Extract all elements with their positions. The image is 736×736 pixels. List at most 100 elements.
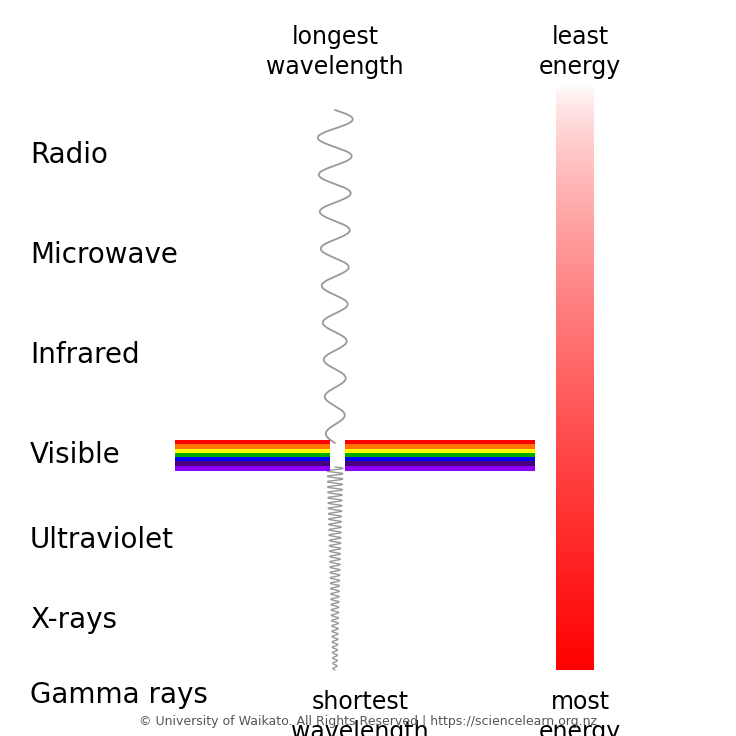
- Bar: [556, 398, 594, 400]
- Bar: [556, 667, 594, 668]
- Bar: [556, 490, 594, 492]
- Bar: [556, 407, 594, 408]
- Bar: [556, 342, 594, 344]
- Bar: [556, 113, 594, 114]
- Bar: [556, 350, 594, 351]
- Bar: [556, 123, 594, 124]
- Bar: [556, 120, 594, 121]
- Bar: [556, 462, 594, 464]
- Bar: [556, 313, 594, 314]
- Bar: [556, 142, 594, 144]
- Bar: [556, 521, 594, 523]
- Bar: [556, 355, 594, 357]
- Bar: [556, 302, 594, 303]
- Bar: [556, 341, 594, 342]
- Bar: [556, 249, 594, 250]
- Bar: [556, 183, 594, 185]
- Bar: [556, 604, 594, 606]
- Bar: [556, 238, 594, 240]
- Text: longest
wavelength: longest wavelength: [266, 25, 404, 79]
- Bar: [556, 493, 594, 495]
- Bar: [556, 166, 594, 167]
- Bar: [556, 550, 594, 551]
- Bar: [556, 576, 594, 578]
- Bar: [556, 557, 594, 559]
- Bar: [556, 658, 594, 659]
- Bar: [556, 601, 594, 603]
- Bar: [556, 503, 594, 505]
- Bar: [556, 495, 594, 496]
- Bar: [556, 567, 594, 569]
- Bar: [556, 392, 594, 394]
- Bar: [556, 473, 594, 474]
- Bar: [556, 547, 594, 548]
- Bar: [556, 528, 594, 530]
- Bar: [556, 319, 594, 320]
- Bar: [556, 373, 594, 375]
- Bar: [556, 135, 594, 136]
- Text: X-rays: X-rays: [30, 606, 117, 634]
- Bar: [556, 578, 594, 579]
- Bar: [556, 358, 594, 360]
- Bar: [556, 102, 594, 104]
- Bar: [556, 126, 594, 127]
- Bar: [556, 213, 594, 215]
- Bar: [556, 427, 594, 428]
- Bar: [556, 530, 594, 531]
- Bar: [556, 382, 594, 383]
- Bar: [556, 330, 594, 332]
- Bar: [556, 283, 594, 284]
- Bar: [556, 250, 594, 252]
- Bar: [556, 129, 594, 130]
- Bar: [556, 114, 594, 116]
- Bar: [556, 502, 594, 503]
- Bar: [556, 470, 594, 471]
- Bar: [556, 215, 594, 216]
- Bar: [556, 256, 594, 258]
- Bar: [556, 582, 594, 584]
- Bar: [556, 637, 594, 638]
- Bar: [556, 300, 594, 302]
- Text: © University of Waikato. All Rights Reserved | https://sciencelearn.org.nz: © University of Waikato. All Rights Rese…: [139, 715, 597, 728]
- Bar: [556, 231, 594, 233]
- Bar: [345, 466, 535, 470]
- Text: Microwave: Microwave: [30, 241, 178, 269]
- Bar: [556, 243, 594, 244]
- Bar: [556, 585, 594, 587]
- Bar: [556, 632, 594, 634]
- Bar: [556, 322, 594, 323]
- Bar: [556, 208, 594, 209]
- Bar: [556, 410, 594, 411]
- Bar: [556, 449, 594, 450]
- Bar: [556, 551, 594, 553]
- Bar: [556, 404, 594, 406]
- Bar: [556, 308, 594, 309]
- Bar: [556, 127, 594, 129]
- Bar: [556, 401, 594, 403]
- Bar: [556, 275, 594, 277]
- Bar: [175, 448, 330, 453]
- Text: Visible: Visible: [30, 441, 121, 469]
- Bar: [556, 403, 594, 404]
- Bar: [556, 531, 594, 533]
- Bar: [556, 271, 594, 272]
- Bar: [556, 481, 594, 483]
- Bar: [556, 570, 594, 572]
- Bar: [556, 379, 594, 381]
- Bar: [556, 205, 594, 206]
- Bar: [556, 290, 594, 291]
- Bar: [556, 180, 594, 182]
- Bar: [556, 453, 594, 455]
- Bar: [556, 499, 594, 500]
- Bar: [556, 498, 594, 499]
- Bar: [556, 537, 594, 538]
- Bar: [556, 262, 594, 263]
- Bar: [345, 445, 535, 449]
- Bar: [556, 607, 594, 609]
- Bar: [556, 101, 594, 102]
- Bar: [556, 306, 594, 308]
- Bar: [556, 291, 594, 293]
- Bar: [556, 96, 594, 98]
- Bar: [556, 182, 594, 183]
- Bar: [556, 357, 594, 358]
